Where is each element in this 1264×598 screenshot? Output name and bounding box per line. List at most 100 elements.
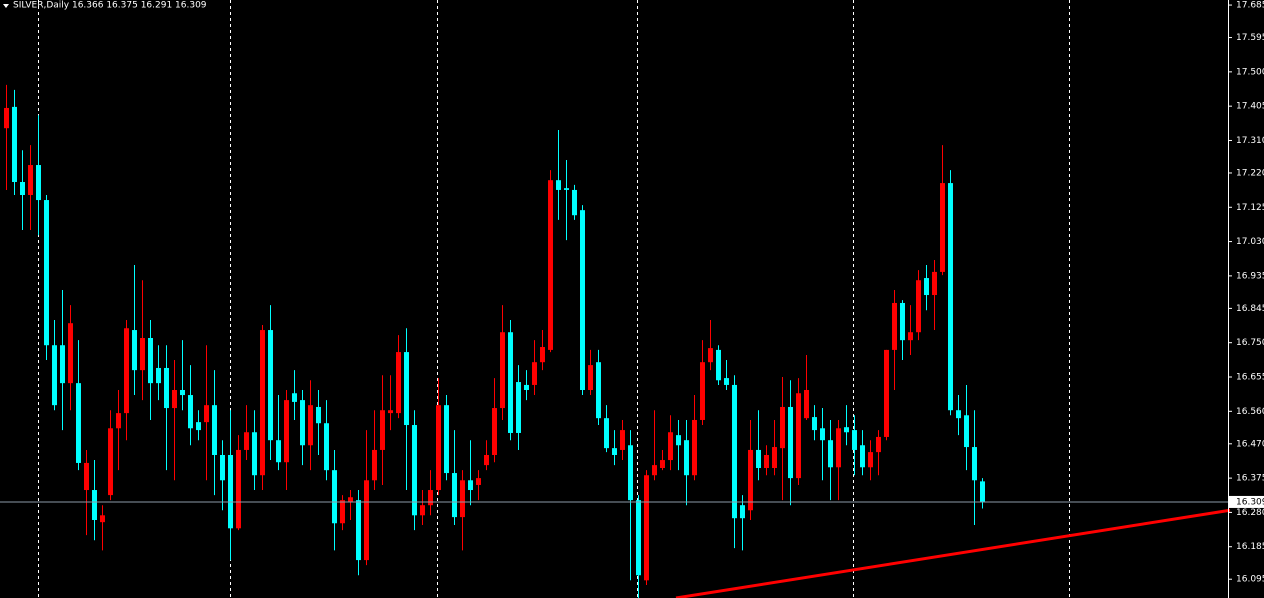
candle-body bbox=[964, 415, 969, 448]
plot bbox=[0, 84, 1231, 598]
candle-body bbox=[532, 362, 537, 385]
candle-body bbox=[388, 410, 393, 414]
candle-body bbox=[660, 460, 665, 468]
y-tick-label: 17.125 bbox=[1236, 203, 1264, 213]
candle-body bbox=[36, 165, 41, 201]
candle-body bbox=[156, 367, 161, 384]
candle-body bbox=[444, 405, 449, 474]
y-tick-label: 16.280 bbox=[1236, 508, 1264, 518]
candle-body bbox=[28, 165, 33, 195]
candle-body bbox=[236, 449, 241, 529]
candle-body bbox=[172, 390, 177, 409]
candle-body bbox=[492, 408, 497, 455]
candle-body bbox=[372, 449, 377, 481]
y-tick-label: 16.560 bbox=[1236, 407, 1264, 417]
candle-body bbox=[852, 430, 857, 450]
candle-body bbox=[644, 475, 649, 581]
candle-body bbox=[740, 505, 745, 519]
candle-body bbox=[764, 455, 769, 468]
y-tick-label: 17.220 bbox=[1236, 168, 1264, 178]
candle-body bbox=[796, 393, 801, 479]
candle-body bbox=[164, 367, 169, 409]
candle-body bbox=[348, 497, 353, 503]
candle-body bbox=[60, 345, 65, 384]
candle-body bbox=[676, 435, 681, 446]
y-tick-label: 16.655 bbox=[1236, 373, 1264, 383]
candle-body bbox=[548, 180, 553, 350]
candle-body bbox=[516, 382, 521, 433]
candle-body bbox=[356, 500, 361, 561]
candle-body bbox=[724, 378, 729, 385]
last-price-label: 16.309 bbox=[1236, 497, 1264, 507]
candle-body bbox=[380, 410, 385, 450]
candle-body bbox=[956, 410, 961, 419]
candle-body bbox=[4, 107, 9, 129]
candle-body bbox=[908, 332, 913, 341]
candle-body bbox=[484, 455, 489, 466]
candle-body bbox=[500, 332, 505, 409]
candle-body bbox=[860, 445, 865, 468]
candle-body bbox=[12, 106, 17, 182]
y-tick-label: 16.185 bbox=[1236, 542, 1264, 552]
candle-body bbox=[300, 400, 305, 446]
candle-body bbox=[148, 338, 153, 384]
candle-body bbox=[604, 418, 609, 449]
candle-body bbox=[420, 505, 425, 516]
candle-body bbox=[340, 500, 345, 524]
y-tick-label: 16.935 bbox=[1236, 271, 1264, 281]
y-tick-label: 16.095 bbox=[1236, 575, 1264, 585]
candle-body bbox=[196, 422, 201, 431]
candle-body bbox=[708, 348, 713, 363]
candle-body bbox=[692, 419, 697, 476]
candle-body bbox=[244, 432, 249, 450]
y-tick-label: 17.500 bbox=[1236, 67, 1264, 77]
candle-body bbox=[44, 200, 49, 346]
y-tick-label: 17.030 bbox=[1236, 237, 1264, 247]
y-tick-label: 17.595 bbox=[1236, 33, 1264, 43]
candle-body bbox=[324, 423, 329, 471]
candle-body bbox=[772, 447, 777, 468]
candle-body bbox=[92, 490, 97, 520]
candle-body bbox=[524, 384, 529, 390]
candle-body bbox=[844, 427, 849, 433]
candle-body bbox=[628, 445, 633, 501]
candle-body bbox=[892, 302, 897, 350]
candle-body bbox=[20, 182, 25, 195]
candle-body bbox=[204, 405, 209, 423]
candle-body bbox=[636, 500, 641, 576]
candle-body bbox=[684, 440, 689, 476]
candle-body bbox=[884, 349, 889, 437]
candle-body bbox=[820, 428, 825, 441]
y-tick-label: 17.685 bbox=[1236, 1, 1264, 11]
candle-body bbox=[76, 383, 81, 463]
menu-arrow[interactable] bbox=[3, 4, 9, 8]
candle-body bbox=[876, 436, 881, 453]
y-tick-label: 16.750 bbox=[1236, 338, 1264, 348]
y-tick-label: 17.310 bbox=[1236, 136, 1264, 146]
candle-body bbox=[572, 189, 577, 216]
candle-body bbox=[668, 432, 673, 461]
candle-body bbox=[276, 440, 281, 463]
candle-body bbox=[180, 390, 185, 396]
candle-body bbox=[828, 440, 833, 468]
candle-body bbox=[900, 302, 905, 341]
candle-body bbox=[556, 180, 561, 190]
candle-body bbox=[972, 447, 977, 481]
candle-body bbox=[404, 352, 409, 426]
candle-body bbox=[476, 478, 481, 485]
candle-body bbox=[332, 470, 337, 524]
candle-body bbox=[836, 428, 841, 468]
candle-body bbox=[268, 330, 273, 441]
candle-body bbox=[788, 406, 793, 479]
candle-body bbox=[84, 462, 89, 491]
candle-body bbox=[412, 425, 417, 516]
trendline bbox=[675, 508, 1231, 598]
candle-body bbox=[932, 271, 937, 296]
candle-body bbox=[132, 330, 137, 371]
candle-body bbox=[260, 330, 265, 476]
candle-body bbox=[308, 405, 313, 446]
candle-body bbox=[220, 455, 225, 481]
candle-body bbox=[620, 430, 625, 450]
